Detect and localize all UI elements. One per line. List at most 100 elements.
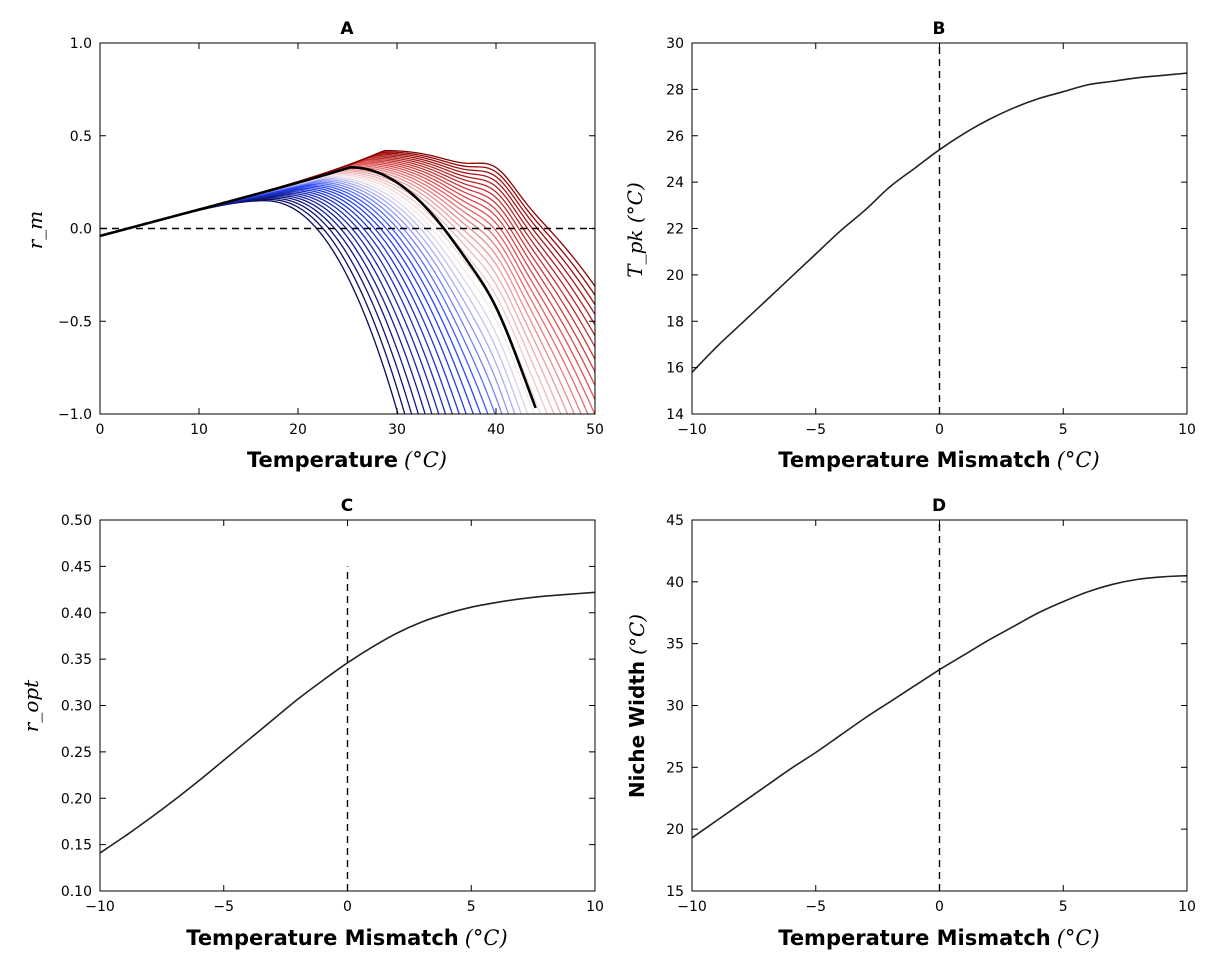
panel-a-x-tick-label: 10 (190, 422, 208, 438)
panel-d-y-tick-label: 15 (666, 884, 684, 900)
panel-d-y-tick-label: 35 (666, 637, 684, 653)
panel-b-title: B (933, 19, 946, 39)
panel-b-y-tick-label: 22 (666, 222, 684, 238)
panel-d-x-tick-label: 0 (935, 899, 944, 915)
panel-a-y-tick-label: 0.5 (70, 129, 92, 145)
panel-d-x-tick-label: −10 (677, 899, 707, 915)
panel-c-y-tick-label: 0.15 (61, 838, 92, 854)
panel-a-x-axis-label: Temperature (°C) (247, 448, 447, 472)
panel-c-series-line (99, 591, 596, 854)
panel-b-x-tick-label: 0 (935, 422, 944, 438)
panel-d-title: D (932, 496, 946, 516)
panel-c-y-tick-label: 0.25 (61, 745, 92, 761)
panel-d-y-tick-label: 45 (666, 513, 684, 529)
panel-c-y-tick-label: 0.35 (61, 652, 92, 668)
panel-c-y-tick-label: 0.10 (61, 884, 92, 900)
panel-d: D −10 −5 0 5 10 15 20 25 30 35 40 45 Temperature Mi… (625, 496, 1196, 950)
panel-a-curve (100, 166, 582, 414)
panel-d-x-tick-label: 10 (1178, 899, 1196, 915)
panel-c-x-tick-label: −10 (85, 899, 115, 915)
panel-a-curve (100, 186, 475, 414)
panel-c-y-tick-label: 0.20 (61, 791, 92, 807)
panel-a-curve (100, 157, 595, 348)
panel-b-y-tick-label: 18 (666, 314, 684, 330)
panel-a-y-tick-label: 0.0 (70, 222, 92, 238)
panel-c-y-tick-label: 0.50 (61, 513, 92, 529)
panel-a-x-tick-label: 40 (487, 422, 505, 438)
panel-c-ticks: −10 −5 0 5 10 0.10 0.15 0.20 0.25 0.30 0.35 0.40 0.4… (61, 513, 604, 915)
panel-d-x-axis-label-text: Temperature Mismatch (778, 926, 1050, 950)
panel-d-x-tick-label: −5 (805, 899, 826, 915)
panel-c-x-axis-label-text: Temperature Mismatch (186, 926, 458, 950)
panel-b-y-tick-label: 16 (666, 361, 684, 377)
panel-d-x-axis-unit: (°C) (1057, 926, 1100, 950)
panel-d-y-axis-label-text: Niche Width (625, 661, 649, 798)
panel-a-y-axis-label: r_m (23, 211, 47, 250)
panel-b-plot-area (691, 43, 1188, 414)
panel-c-x-tick-label: 10 (586, 899, 604, 915)
panel-d-x-axis-label: Temperature Mismatch (°C) (778, 926, 1099, 950)
panel-c-x-axis-label: Temperature Mismatch (°C) (186, 926, 507, 950)
panel-b-y-tick-label: 26 (666, 129, 684, 145)
panel-a-ticks: 0 10 20 30 40 50 −1.0 −0.5 0.0 0.5 1.0 (58, 36, 604, 438)
panel-b: B −10 −5 0 5 10 14 16 18 20 22 24 26 28 30 Temperatur… (623, 19, 1196, 472)
panel-b-x-tick-label: −5 (805, 422, 826, 438)
panel-d-ticks: −10 −5 0 5 10 15 20 25 30 35 40 45 (666, 513, 1196, 915)
panel-a-x-tick-label: 50 (586, 422, 604, 438)
panel-c-y-tick-label: 0.45 (61, 559, 92, 575)
panel-b-ticks: −10 −5 0 5 10 14 16 18 20 22 24 26 28 30 (666, 36, 1196, 438)
panel-a-title: A (340, 19, 354, 39)
panel-a-highlight-curve (100, 166, 537, 409)
panel-a-curve (100, 164, 589, 414)
panel-b-x-tick-label: 5 (1059, 422, 1068, 438)
panel-c-y-tick-label: 0.40 (61, 606, 92, 622)
panel-b-series-line (691, 72, 1188, 373)
panel-a-y-tick-label: −0.5 (58, 314, 92, 330)
panel-b-y-axis-label: T_pk (°C) (623, 182, 647, 278)
panel-a-y-tick-label: −1.0 (58, 407, 92, 423)
panel-a-curve (100, 187, 467, 414)
panel-c-x-tick-label: −5 (213, 899, 234, 915)
panel-b-x-axis-label-text: Temperature Mismatch (778, 448, 1050, 472)
panel-d-y-tick-label: 20 (666, 822, 684, 838)
panel-d-y-tick-label: 30 (666, 699, 684, 715)
panel-a: A 0 10 20 30 40 50 −1.0 −0.5 0.0 0.5 1.0 Temperatu… (23, 19, 604, 472)
panel-a-curve (100, 169, 562, 414)
panel-a-curves (100, 149, 595, 414)
panel-a-plot-area (100, 149, 595, 414)
panel-c-y-tick-label: 0.30 (61, 699, 92, 715)
panel-d-series-line (691, 574, 1188, 839)
panel-c-x-tick-label: 5 (467, 899, 476, 915)
panel-b-y-tick-label: 20 (666, 268, 684, 284)
panel-b-x-tick-label: 10 (1178, 422, 1196, 438)
panel-a-x-tick-label: 30 (388, 422, 406, 438)
panel-a-curve (100, 158, 595, 360)
panel-b-y-tick-label: 24 (666, 175, 684, 191)
panel-b-x-axis-label: Temperature Mismatch (°C) (778, 448, 1099, 472)
panel-a-curve (100, 193, 433, 414)
panel-c-plot-area (99, 566, 596, 891)
panel-c-y-axis-label: r_opt (19, 679, 43, 732)
panel-d-y-tick-label: 40 (666, 575, 684, 591)
panel-a-curve (100, 195, 426, 414)
panel-d-plot-area (691, 520, 1188, 891)
panel-d-x-tick-label: 5 (1059, 899, 1068, 915)
panel-b-y-tick-label: 14 (666, 407, 684, 423)
panel-c-x-tick-label: 0 (343, 899, 352, 915)
panel-a-x-tick-label: 20 (289, 422, 307, 438)
panel-b-y-tick-label: 30 (666, 36, 684, 52)
panel-b-y-tick-label: 28 (666, 82, 684, 98)
panel-a-x-tick-label: 0 (96, 422, 105, 438)
panel-c: C −10 −5 0 5 10 0.10 0.15 0.20 0.25 0.30 0.35 0.40 0… (19, 496, 604, 950)
panel-d-y-axis-unit: (°C) (625, 614, 649, 655)
panel-c-x-axis-unit: (°C) (465, 926, 508, 950)
panel-d-y-axis-label: Niche Width (°C) (625, 614, 649, 798)
panel-b-x-tick-label: −10 (677, 422, 707, 438)
panel-a-x-axis-label-text: Temperature (247, 448, 398, 472)
panel-c-title: C (341, 496, 353, 516)
panel-a-x-axis-unit: (°C) (404, 448, 447, 472)
panel-d-y-tick-label: 25 (666, 760, 684, 776)
panel-b-x-axis-unit: (°C) (1057, 448, 1100, 472)
panel-a-y-tick-label: 1.0 (70, 36, 92, 52)
